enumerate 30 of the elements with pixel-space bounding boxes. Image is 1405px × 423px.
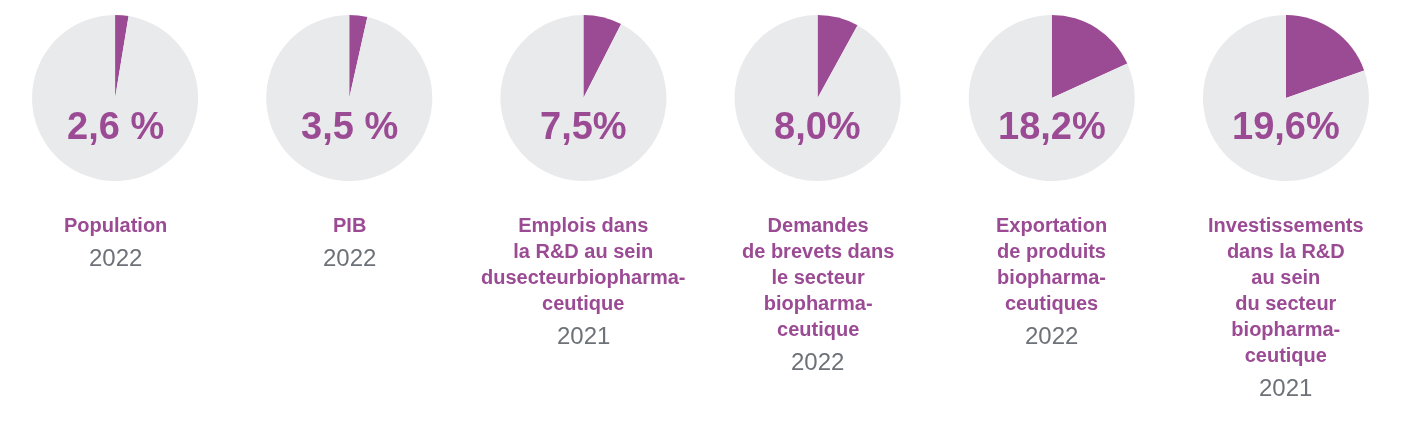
pie-slice (500, 15, 667, 181)
text: 2022 (791, 348, 845, 375)
pie-slice (266, 15, 433, 181)
text: Exportation de produits biopharma- ceutiques (996, 214, 1108, 314)
text: PIB (333, 214, 367, 236)
pie-slice (583, 15, 622, 98)
pie-slice (1285, 15, 1365, 98)
pie-slice (1202, 15, 1369, 181)
text: Demandes de brevets dans le secteur biopharma- ceutique (742, 214, 895, 340)
text: 19,6% (1232, 105, 1340, 147)
text: Investissements dans la R&D au sein du secteur biopharma- ceutique (1208, 214, 1364, 366)
text: 2022 (89, 244, 143, 271)
pie-slice (734, 15, 901, 181)
text: 7,5% (540, 105, 627, 147)
text: 3,5 % (301, 105, 399, 147)
pie-slice (32, 15, 199, 181)
text: 2022 (1025, 322, 1079, 349)
text: 18,2% (998, 105, 1106, 147)
text: Emplois dans la R&D au sein dusecteurbiopharma- ceutique (481, 214, 686, 314)
text: 2022 (323, 244, 377, 271)
text: 2021 (557, 322, 611, 349)
pie-slice (1051, 15, 1128, 98)
text: Population (64, 214, 168, 236)
pie-slice (349, 15, 368, 98)
text: 2,6 % (67, 105, 165, 147)
text: 2021 (1259, 374, 1313, 401)
pie-slice (115, 15, 129, 98)
pie-slice (817, 15, 858, 98)
pie-slice (968, 15, 1135, 181)
text: 8,0% (774, 105, 861, 147)
